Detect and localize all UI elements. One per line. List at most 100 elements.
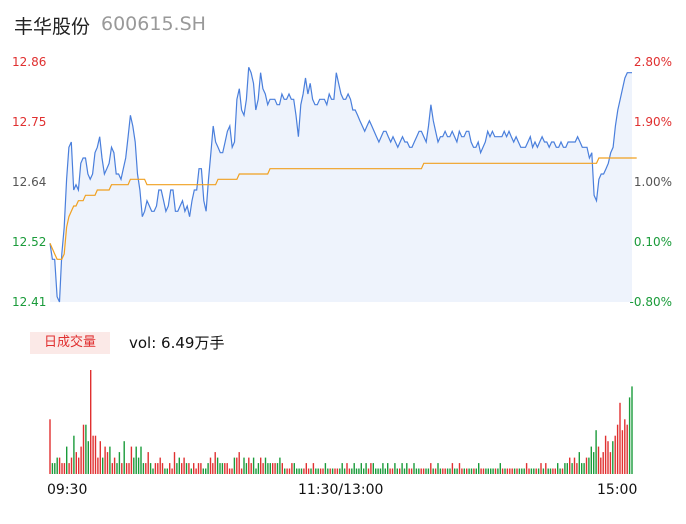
volume-bar	[537, 468, 540, 474]
volume-bar	[569, 457, 571, 474]
volume-bar	[430, 463, 432, 474]
volume-bar	[111, 463, 113, 474]
volume-bar	[188, 463, 190, 474]
volume-bar	[521, 468, 523, 474]
volume-bar	[523, 468, 525, 474]
volume-bar	[588, 457, 590, 474]
volume-bar	[518, 468, 521, 474]
volume-bar	[365, 463, 367, 474]
price-tick-label: 12.41	[12, 295, 47, 309]
volume-bar	[612, 441, 614, 474]
average-price-line	[49, 157, 637, 260]
volume-bar	[125, 463, 128, 474]
volume-bar	[315, 468, 317, 474]
volume-bar	[358, 468, 360, 474]
percent-tick-label: 1.00%	[633, 175, 672, 189]
volume-bar	[492, 468, 494, 474]
volume-bar	[597, 446, 600, 474]
volume-bar	[616, 424, 619, 474]
volume-bar	[535, 468, 537, 474]
volume-bar	[346, 463, 348, 474]
volume-bar	[147, 452, 149, 474]
volume-bar	[118, 452, 121, 474]
volume-bar	[418, 468, 420, 474]
volume-bar	[394, 463, 396, 474]
volume-bar	[329, 468, 331, 474]
volume-bar	[209, 457, 212, 474]
daily-volume-tab[interactable]: 日成交量	[30, 332, 110, 354]
volume-bar	[298, 468, 300, 474]
volume-bar	[624, 419, 626, 474]
volume-bar	[434, 468, 437, 474]
volume-bar	[284, 468, 286, 474]
volume-bar	[164, 468, 166, 474]
volume-bar	[339, 468, 341, 474]
volume-bar	[442, 468, 444, 474]
volume-bar	[169, 463, 171, 474]
volume-bar	[269, 463, 271, 474]
volume-bar	[506, 468, 509, 474]
volume-bar	[92, 435, 94, 474]
volume-bar	[116, 463, 118, 474]
volume-bar	[547, 468, 549, 474]
volume-bar	[85, 424, 87, 474]
volume-readout: vol: 6.49万手	[129, 334, 225, 352]
volume-bar	[63, 463, 66, 474]
price-area-fill	[50, 67, 632, 302]
volume-bar	[166, 468, 168, 474]
volume-bar	[262, 463, 264, 474]
volume-bar	[336, 468, 339, 474]
volume-bar	[372, 463, 374, 474]
volume-bar	[425, 468, 427, 474]
price-tick-label: 12.86	[12, 55, 47, 69]
volume-bar	[545, 463, 547, 474]
time-tick-label: 11:30/13:00	[298, 482, 384, 498]
volume-bar	[511, 468, 513, 474]
volume-bar	[576, 463, 578, 474]
volume-bar	[99, 441, 101, 474]
volume-bar	[420, 468, 422, 474]
volume-bar	[296, 468, 298, 474]
volume-bar	[240, 468, 243, 474]
volume-bar	[573, 457, 576, 474]
volume-bar	[307, 468, 310, 474]
volume-bar	[614, 435, 616, 474]
volume-bar	[499, 463, 501, 474]
volume-bar	[470, 468, 473, 474]
volume-bar	[432, 468, 434, 474]
volume-bar	[58, 457, 61, 474]
volume-bar	[109, 446, 111, 474]
volume-bar	[437, 463, 439, 474]
volume-bar	[250, 463, 252, 474]
volume-bar	[319, 468, 322, 474]
volume-bar	[482, 468, 485, 474]
volume-bar	[375, 468, 377, 474]
volume-bar	[312, 463, 315, 474]
volume-bar	[590, 446, 592, 474]
volume-bar	[533, 468, 535, 474]
volume-bar	[504, 468, 506, 474]
volume-bar	[494, 468, 497, 474]
volume-bar	[391, 468, 394, 474]
volume-bar	[583, 463, 585, 474]
volume-bar	[449, 468, 451, 474]
volume-bar	[415, 468, 418, 474]
volume-bar	[173, 452, 176, 474]
volume-bar	[130, 446, 133, 474]
volume-bar	[341, 463, 343, 474]
volume-bar	[66, 446, 68, 474]
volume-bar	[501, 468, 504, 474]
volume-bar	[327, 468, 329, 474]
volume-bar	[149, 463, 152, 474]
volume-bar	[621, 430, 624, 474]
volume-bar	[161, 463, 164, 474]
volume-bar	[334, 468, 336, 474]
volume-bar	[516, 468, 518, 474]
volume-bar	[75, 452, 77, 474]
volume-bar	[528, 468, 530, 474]
volume-bar	[487, 468, 489, 474]
volume-bar	[154, 463, 157, 474]
volume-bar	[190, 468, 192, 474]
volume-bar	[602, 452, 604, 474]
volume-bar	[195, 468, 197, 474]
